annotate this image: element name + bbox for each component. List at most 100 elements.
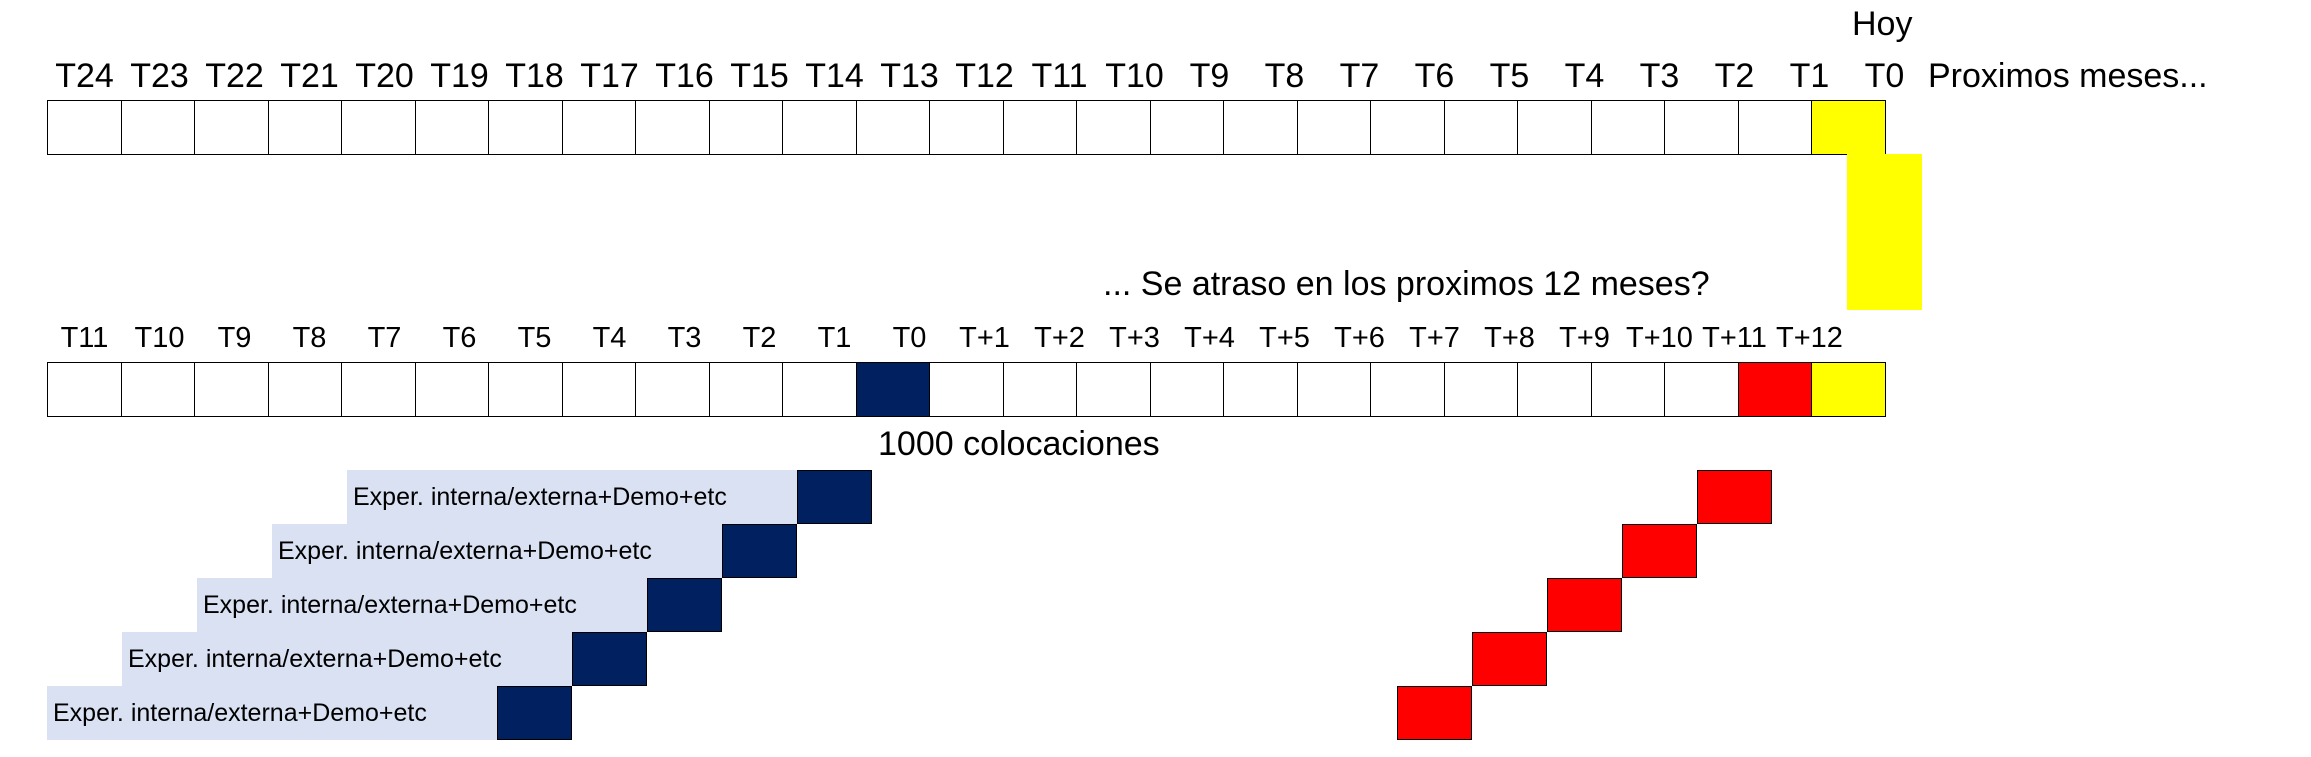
- top-timeline-label: T19: [430, 57, 489, 95]
- experience-band: Exper. interna/externa+Demo+etc: [272, 524, 722, 578]
- bottom-timeline-label: T+2: [1034, 322, 1085, 354]
- bottom-timeline-label: T+12: [1776, 322, 1843, 354]
- top-timeline-cell: [708, 100, 784, 155]
- top-timeline-cell: [267, 100, 343, 155]
- top-timeline-label: T3: [1639, 57, 1680, 95]
- bottom-timeline-cell: [1223, 362, 1298, 417]
- origination-block: [647, 578, 722, 632]
- origin-cell: [855, 362, 931, 417]
- top-timeline-cell: [1664, 100, 1739, 155]
- today-yellow-column: [1847, 154, 1922, 310]
- top-timeline-label: T0: [1864, 57, 1905, 95]
- top-timeline-cell: [1296, 100, 1372, 155]
- top-timeline-cell: [635, 100, 710, 155]
- bottom-timeline-label: T+5: [1259, 322, 1310, 354]
- top-timeline-label: T21: [280, 57, 339, 95]
- top-timeline-label: T11: [1031, 57, 1088, 95]
- top-timeline-label: T15: [730, 57, 789, 95]
- default-block: [1622, 524, 1697, 578]
- top-timeline-label: T7: [1339, 57, 1380, 95]
- top-timeline-label: T23: [130, 57, 189, 95]
- bottom-timeline-label: T6: [442, 322, 477, 354]
- bottom-timeline-cell: [1002, 362, 1078, 417]
- today-cell-bottom: [1811, 362, 1886, 417]
- bottom-timeline-cell: [1076, 362, 1151, 417]
- top-timeline-label: T9: [1189, 57, 1230, 95]
- origination-block: [497, 686, 572, 740]
- top-timeline-label: T18: [505, 57, 564, 95]
- top-timeline-label: T14: [805, 57, 864, 95]
- top-timeline-cell: [1517, 100, 1592, 155]
- top-timeline-cell: [194, 100, 269, 155]
- bottom-timeline-label: T+7: [1409, 322, 1460, 354]
- caption: 1000 colocaciones: [878, 425, 1160, 463]
- bottom-timeline-label: T+8: [1484, 322, 1535, 354]
- top-timeline-label: T6: [1414, 57, 1455, 95]
- today-label: Hoy: [1852, 5, 1913, 43]
- top-timeline-label: T2: [1714, 57, 1755, 95]
- bottom-timeline-row: [47, 362, 1886, 417]
- bottom-timeline-label: T8: [292, 322, 327, 354]
- top-timeline-cell: [1590, 100, 1666, 155]
- bottom-timeline-label: T9: [217, 322, 252, 354]
- experience-band: Exper. interna/externa+Demo+etc: [197, 578, 647, 632]
- top-timeline-cell: [782, 100, 857, 155]
- top-timeline-cell: [1370, 100, 1445, 155]
- bottom-timeline-cell: [1664, 362, 1739, 417]
- top-timeline-label: T10: [1105, 57, 1164, 95]
- origination-block: [797, 470, 872, 524]
- top-timeline-cell: [855, 100, 931, 155]
- bottom-timeline-cell: [1443, 362, 1519, 417]
- today-cell: [1811, 100, 1886, 155]
- top-timeline-label: T24: [55, 57, 114, 95]
- default-block: [1397, 686, 1472, 740]
- bottom-timeline-cell: [194, 362, 269, 417]
- top-timeline-label: T20: [355, 57, 414, 95]
- top-timeline-cell: [1149, 100, 1225, 155]
- bottom-timeline-cell: [120, 362, 196, 417]
- bottom-timeline-label: T10: [134, 322, 185, 354]
- top-timeline-label: T22: [205, 57, 264, 95]
- default-cell: [1737, 362, 1813, 417]
- bottom-timeline-label: T+9: [1559, 322, 1610, 354]
- bottom-timeline-label: T5: [517, 322, 552, 354]
- default-block: [1472, 632, 1547, 686]
- bottom-timeline-label: T+10: [1626, 322, 1693, 354]
- bottom-timeline-cell: [635, 362, 710, 417]
- bottom-timeline-cell: [1590, 362, 1666, 417]
- bottom-timeline-label: T+11: [1702, 322, 1767, 354]
- bottom-timeline-label: T11: [60, 322, 109, 354]
- top-timeline-label: T5: [1489, 57, 1530, 95]
- top-timeline-cell: [1443, 100, 1519, 155]
- bottom-timeline-label: T3: [667, 322, 702, 354]
- bottom-timeline-cell: [782, 362, 857, 417]
- top-timeline-label: T8: [1264, 57, 1305, 95]
- top-timeline-cell: [1076, 100, 1151, 155]
- bottom-timeline-cell: [47, 362, 122, 417]
- top-timeline-cell: [414, 100, 490, 155]
- top-timeline-cell: [1223, 100, 1298, 155]
- bottom-timeline-cell: [1517, 362, 1592, 417]
- experience-band: Exper. interna/externa+Demo+etc: [122, 632, 572, 686]
- experience-band: Exper. interna/externa+Demo+etc: [347, 470, 797, 524]
- top-timeline-label: T12: [955, 57, 1014, 95]
- top-timeline-label: T13: [880, 57, 939, 95]
- top-timeline-label: T1: [1789, 57, 1830, 95]
- bottom-timeline-cell: [488, 362, 563, 417]
- origination-block: [572, 632, 647, 686]
- top-timeline-cell: [120, 100, 196, 155]
- top-timeline-cell: [561, 100, 637, 155]
- bottom-timeline-cell: [1296, 362, 1372, 417]
- top-timeline-label: T4: [1564, 57, 1605, 95]
- bottom-timeline-label: T0: [892, 322, 927, 354]
- next-months-label: Proximos meses...: [1928, 57, 2208, 95]
- top-timeline-cell: [1002, 100, 1078, 155]
- bottom-timeline-label: T7: [367, 322, 402, 354]
- question-text: ... Se atraso en los proximos 12 meses?: [1103, 265, 1710, 303]
- bottom-timeline-cell: [414, 362, 490, 417]
- bottom-timeline-label: T+1: [959, 322, 1010, 354]
- bottom-timeline-cell: [708, 362, 784, 417]
- origination-block: [722, 524, 797, 578]
- top-timeline-label: T17: [580, 57, 639, 95]
- top-timeline-cell: [47, 100, 122, 155]
